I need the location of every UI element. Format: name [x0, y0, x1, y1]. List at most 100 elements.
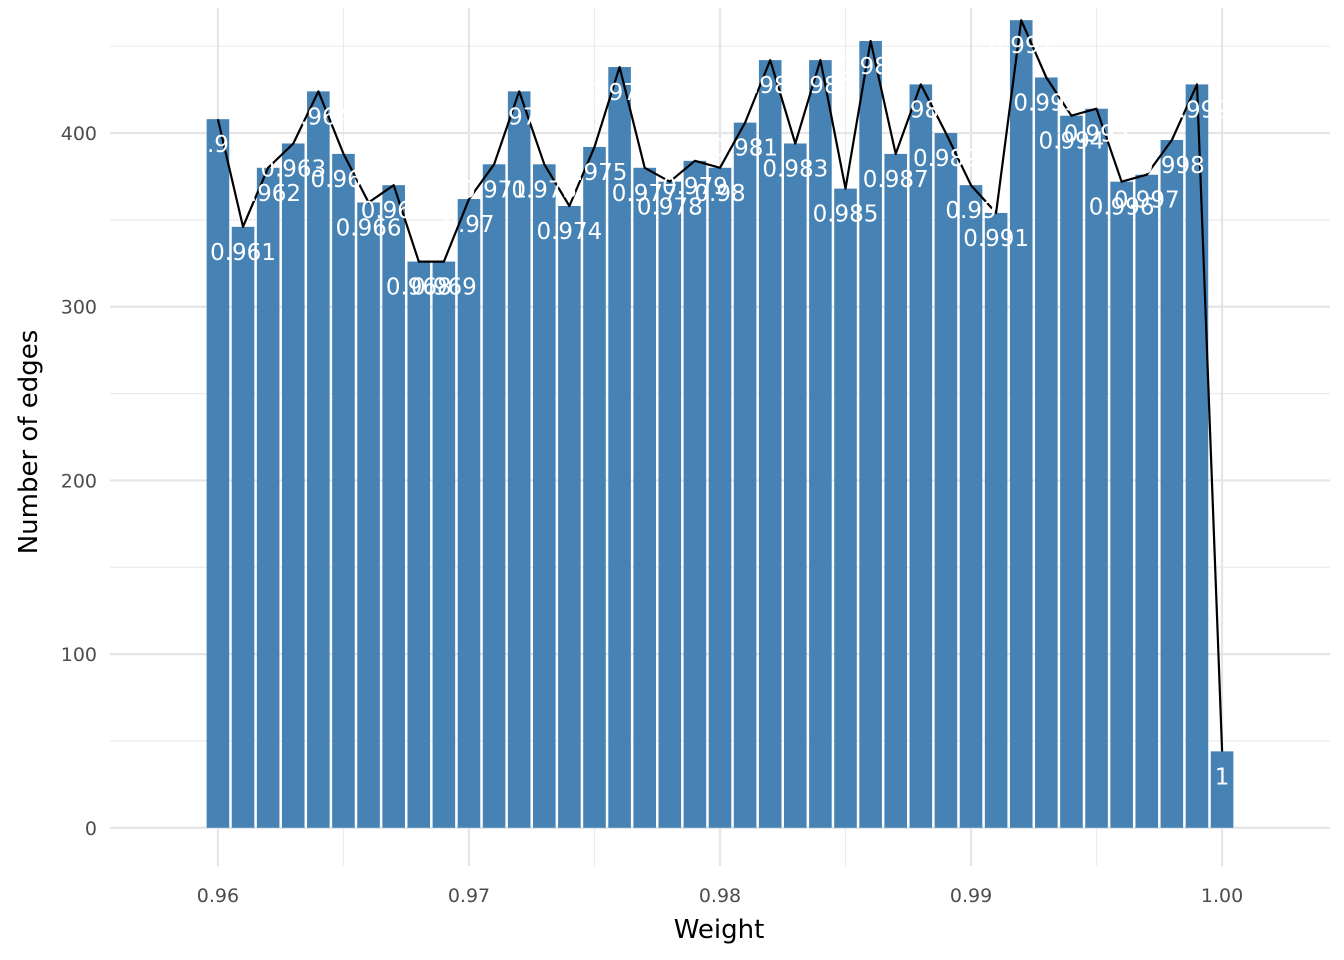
bar: [482, 164, 506, 828]
bar-label: 0.988: [888, 97, 954, 123]
y-tick-label: 300: [61, 297, 97, 319]
bar: [357, 202, 380, 828]
bar: [959, 185, 983, 828]
bar-label: 0.976: [587, 80, 653, 106]
x-tick-label: 0.96: [197, 885, 239, 907]
bar-label: 0.965: [311, 167, 377, 193]
bar: [658, 181, 682, 828]
x-tick-label: 0.99: [950, 885, 992, 907]
bars: [206, 20, 1234, 828]
bar: [758, 60, 782, 828]
bar: [909, 84, 933, 828]
bar-label: 0.991: [963, 226, 1029, 252]
bar-label: 0.995: [1064, 122, 1130, 148]
bar-label: 0.986: [838, 54, 904, 80]
bar: [432, 261, 456, 828]
bar-label: 0.996: [1089, 195, 1155, 221]
bar-label: 0.999: [1164, 97, 1230, 123]
trend-line: [216, 19, 1224, 752]
bar: [532, 164, 556, 828]
bar: [1135, 174, 1159, 828]
bar: [733, 122, 757, 828]
bar: [884, 153, 908, 828]
bar-label: 0.987: [863, 167, 929, 193]
bar-label: 0.962: [235, 181, 301, 207]
bar-label: 0.989: [913, 146, 979, 172]
bar: [1060, 115, 1083, 828]
bar-label: 0.994: [1039, 129, 1105, 155]
bar-label: 0.974: [536, 219, 602, 245]
x-tick-label: 1.00: [1201, 885, 1243, 907]
bar-label: 0.984: [787, 73, 853, 99]
bar-label: 0.982: [737, 73, 803, 99]
bar: [1085, 108, 1108, 828]
bar: [683, 160, 707, 828]
bar: [984, 212, 1008, 828]
x-axis-title: Weight: [674, 915, 765, 945]
bar: [231, 226, 255, 828]
bar: [558, 206, 581, 828]
bar-label: 0.985: [813, 202, 879, 228]
bar-label: 0.97: [443, 212, 494, 238]
bar: [407, 261, 431, 828]
bar: [1009, 20, 1033, 828]
bar: [608, 67, 631, 828]
bar: [457, 199, 481, 828]
bar: [784, 143, 807, 828]
bar-label: 0.975: [562, 160, 628, 186]
bar-label: 1: [1215, 764, 1230, 790]
bar: [708, 167, 732, 828]
bar-label: 0.96: [192, 132, 243, 158]
bar: [1110, 181, 1133, 828]
bar: [1160, 140, 1184, 828]
bar-label: 0.967: [361, 198, 427, 224]
bar: [256, 167, 280, 828]
bar: [1035, 77, 1058, 828]
bar: [809, 60, 832, 828]
bar-label: 0.993: [1013, 90, 1079, 116]
x-axis-ticks: 0.96 0.97 0.98 0.99 1.00: [197, 885, 1243, 907]
bar-label: 0.963: [260, 156, 326, 182]
bar: [583, 146, 606, 828]
bar: [206, 119, 230, 828]
bar: [307, 91, 330, 828]
bar-label: 0.99: [945, 198, 996, 224]
y-tick-label: 100: [61, 644, 97, 666]
bar-label: 0.966: [336, 216, 402, 242]
y-axis-title: Number of edges: [14, 330, 44, 555]
y-tick-label: 400: [61, 123, 97, 145]
trend-line-layer: [216, 19, 1224, 752]
bar: [633, 167, 656, 828]
bar: [382, 185, 405, 828]
bar: [1185, 84, 1209, 828]
y-axis-ticks: 0 100 200 300 400: [61, 123, 97, 840]
bar-label: 0.98: [694, 181, 745, 207]
x-tick-label: 0.98: [699, 885, 741, 907]
y-tick-label: 0: [85, 818, 97, 840]
bar: [1210, 751, 1234, 828]
bar: [332, 153, 355, 828]
bar: [281, 143, 305, 828]
bar-label: 0.964: [285, 104, 351, 130]
bar-label: 0.969: [411, 275, 477, 301]
bar: [507, 91, 531, 828]
bar: [934, 133, 958, 828]
bar-label: 0.978: [637, 195, 703, 221]
bar-label: 0.971: [461, 177, 527, 203]
bar-label: 0.968: [386, 275, 452, 301]
bar-label: 0.992: [988, 33, 1054, 59]
x-tick-label: 0.97: [448, 885, 490, 907]
bar-label: 0.972: [486, 104, 552, 130]
bar-label: 0.997: [1114, 188, 1180, 214]
y-tick-label: 200: [61, 470, 97, 492]
bar-label: 0.977: [612, 181, 678, 207]
bar-label: 0.998: [1139, 153, 1205, 179]
bar: [859, 41, 882, 828]
bar-label: 0.983: [762, 156, 828, 182]
bar-label: 0.973: [511, 177, 577, 203]
bar-label: 0.981: [712, 136, 778, 162]
bar-label: 0.979: [662, 174, 728, 200]
bar-label: 0.961: [210, 240, 276, 266]
